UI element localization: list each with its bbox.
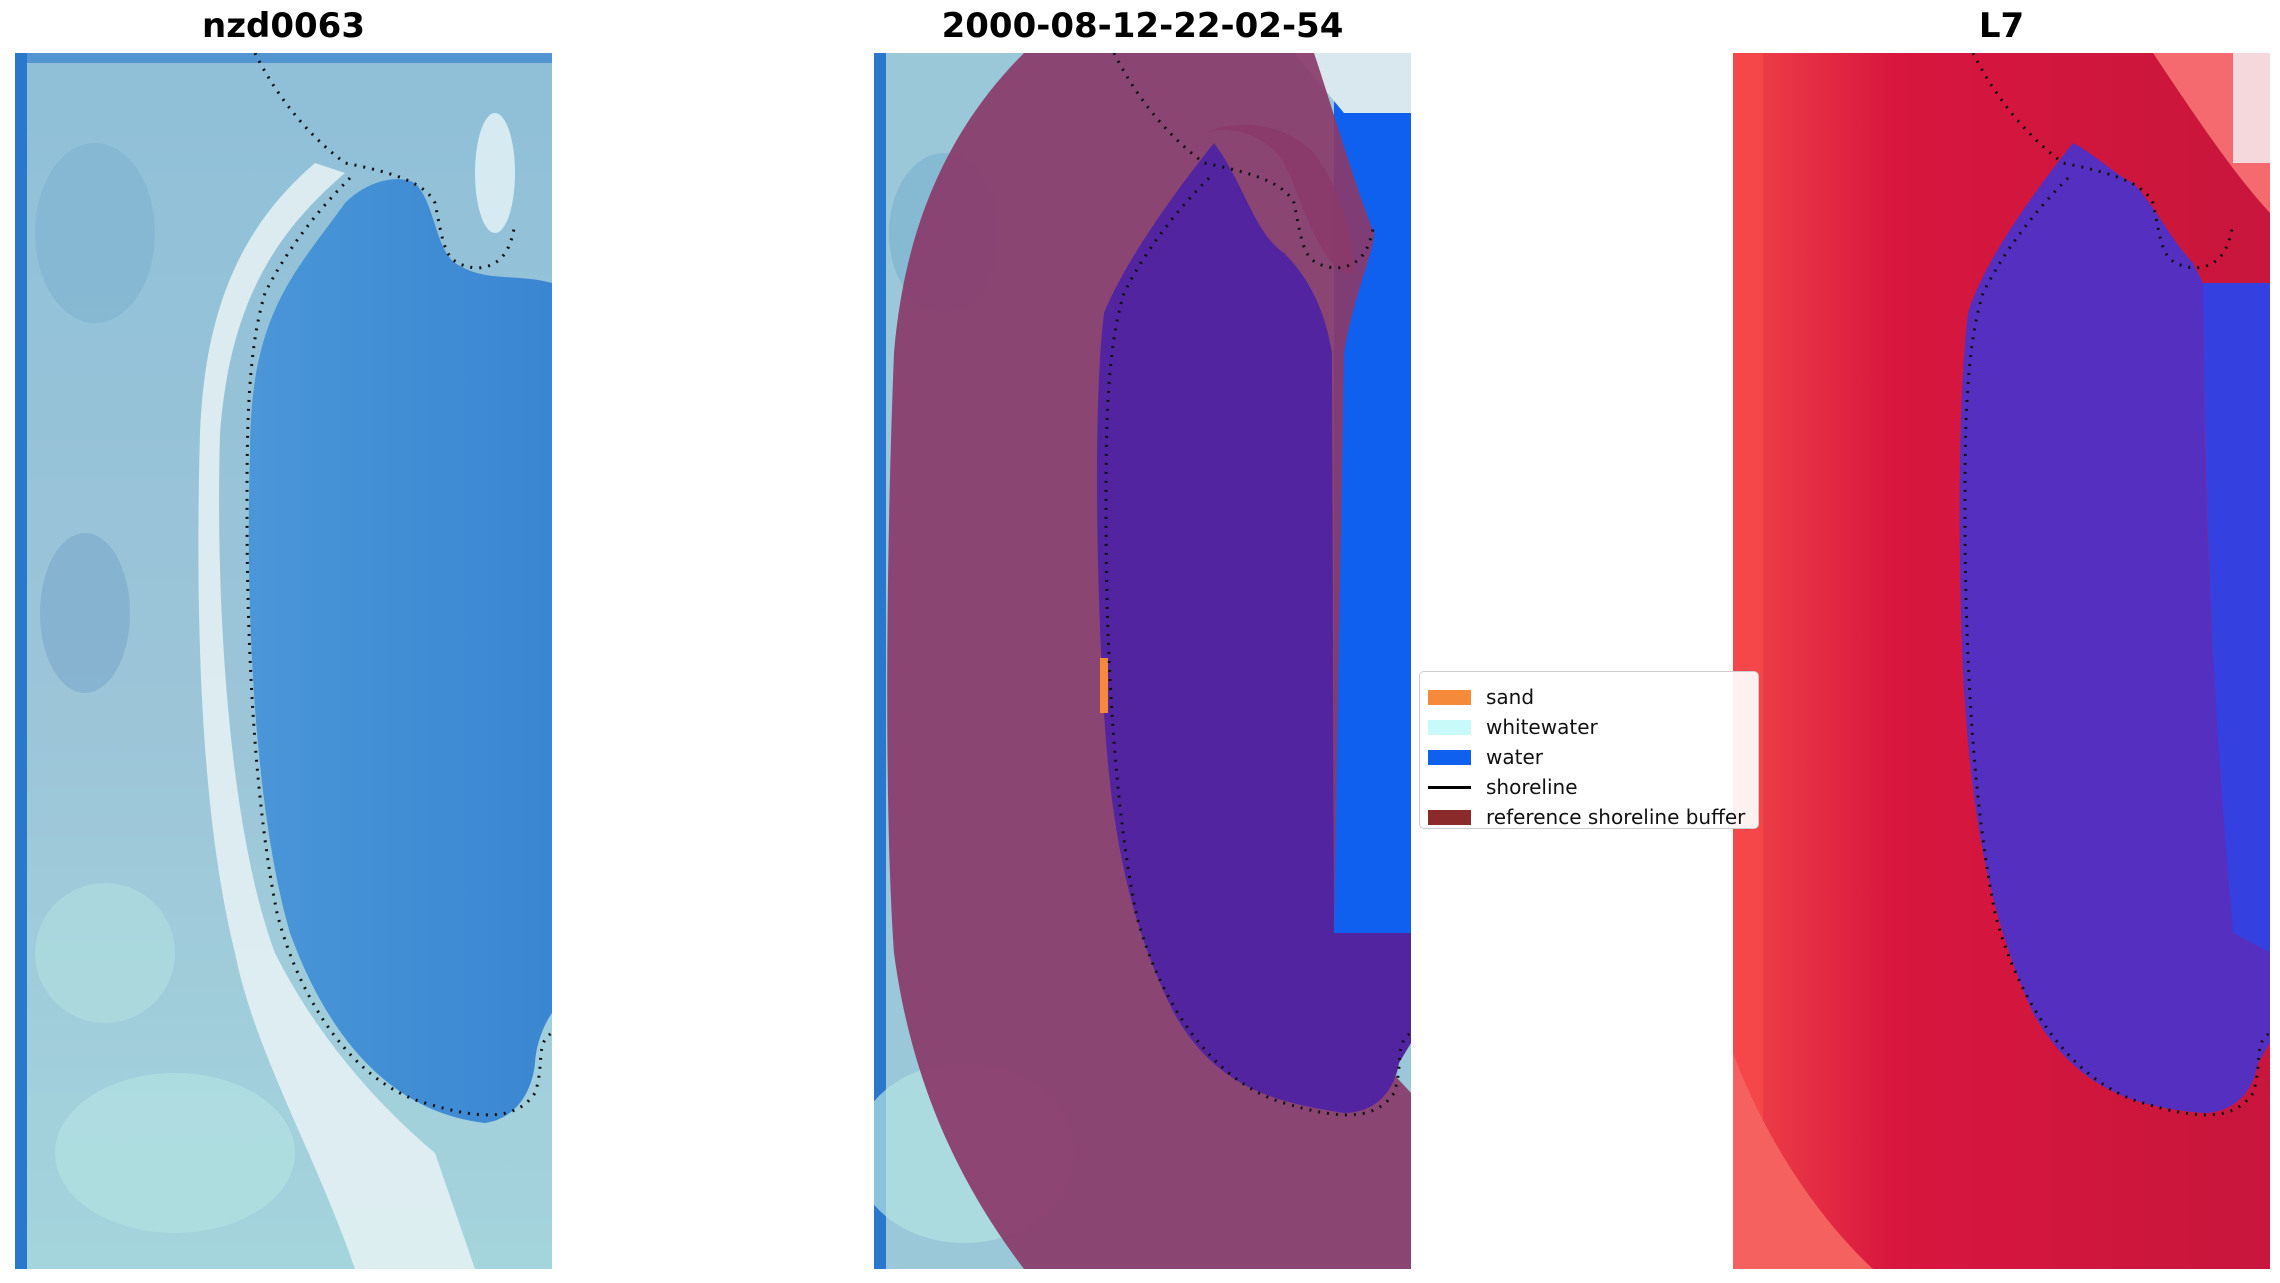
legend-item-sand: sand [1428,684,1534,710]
whitewater-swatch [1428,719,1471,735]
index-image-panel [1733,53,2270,1269]
legend-item-water: water [1428,744,1543,770]
index-image [1733,53,2270,1269]
shoreline-line [245,53,552,1117]
rgb-image-panel [15,53,552,1269]
legend-label: reference shoreline buffer [1486,805,1746,829]
shoreline-swatch [1428,785,1471,789]
panel-title-classified: 2000-08-12-22-02-54 [941,6,1344,46]
rgb-image [15,53,552,1269]
legend-item-whitewater: whitewater [1428,714,1598,740]
classified-image [874,53,1411,1269]
shoreline-line [1104,53,1411,1117]
legend-label: sand [1486,685,1535,709]
legend-label: water [1486,745,1543,769]
sand-swatch [1428,689,1471,705]
legend-item-buffer: reference shoreline buffer [1428,804,1746,829]
panel-title-rgb: nzd0063 [202,6,365,46]
classified-image-panel [874,53,1411,1269]
water-swatch [1428,749,1471,765]
panel-title-index: L7 [1978,6,2025,46]
legend: sand whitewater water shoreline referenc… [1419,671,1759,829]
legend-label: whitewater [1486,715,1598,739]
legend-label: shoreline [1486,775,1578,799]
buffer-swatch [1428,809,1471,825]
shoreline-line [1963,53,2270,1117]
legend-item-shoreline: shoreline [1428,774,1578,800]
